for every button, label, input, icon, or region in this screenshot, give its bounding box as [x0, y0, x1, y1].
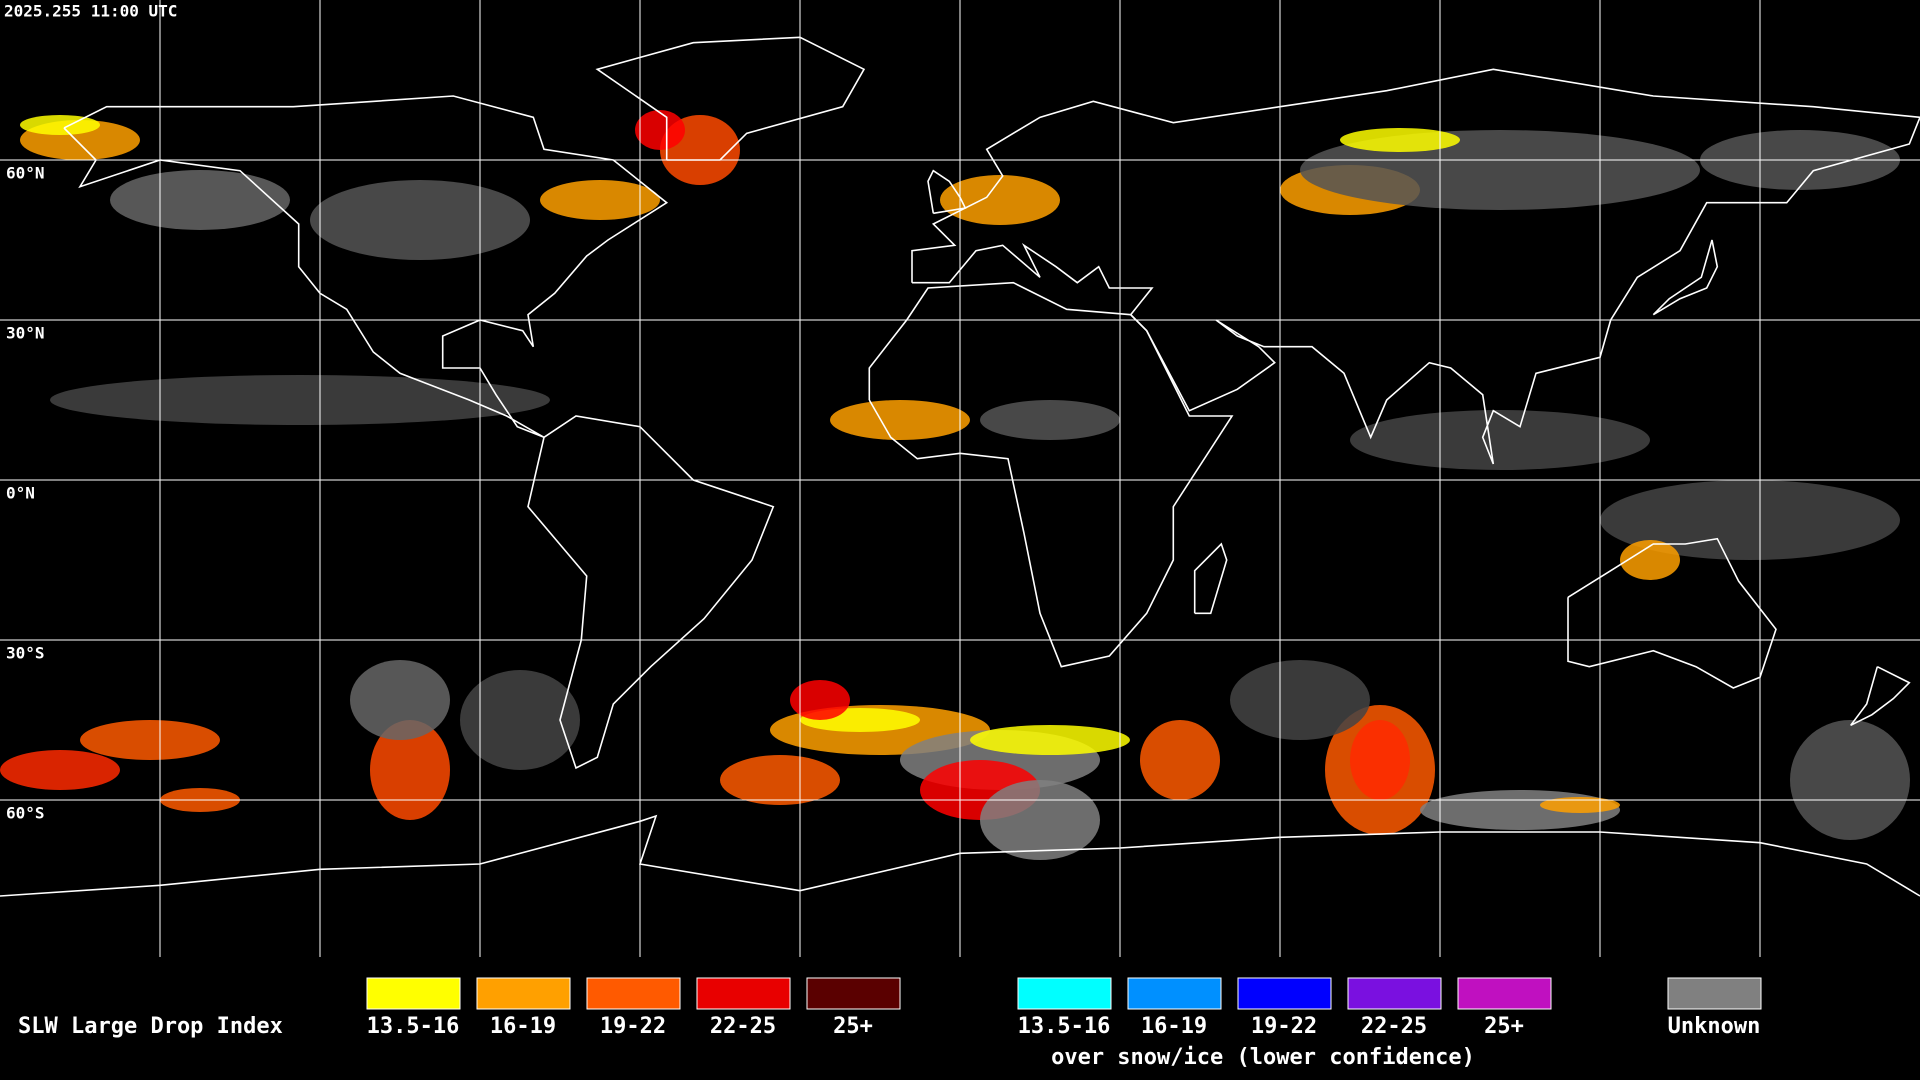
cloud-patch	[1340, 128, 1460, 152]
legend-swatch	[1457, 977, 1552, 1010]
cloud-patch	[1540, 797, 1620, 813]
cloud-patch	[20, 115, 100, 135]
legend-label: 16-19	[490, 1014, 556, 1039]
legend-swatch	[1017, 977, 1112, 1010]
legend-swatch	[1127, 977, 1222, 1010]
cloud-patch	[350, 660, 450, 740]
latitude-label: 60°S	[6, 804, 45, 823]
legend-swatch	[1347, 977, 1442, 1010]
cloud-patch	[50, 375, 550, 425]
coastline	[927, 169, 967, 215]
cloud-patch	[1790, 720, 1910, 840]
legend-label: 25+	[833, 1014, 873, 1039]
legend-label: 22-25	[710, 1014, 776, 1039]
cloud-patch	[370, 720, 450, 820]
coastline	[868, 281, 1234, 668]
latitude-label: 30°N	[6, 324, 45, 343]
coastline	[527, 415, 775, 770]
legend: SLW Large Drop Index over snow/ice (lowe…	[18, 977, 1762, 1070]
cloud-patch	[635, 110, 685, 150]
legend-swatch	[696, 977, 791, 1010]
cloud-patch	[970, 725, 1130, 755]
cloud-patch	[980, 400, 1120, 440]
coastline	[1193, 542, 1228, 615]
timestamp: 2025.255 11:00 UTC	[4, 2, 177, 21]
cloud-patch	[80, 720, 220, 760]
cloud-patch	[830, 400, 970, 440]
legend-swatch	[476, 977, 571, 1010]
cloud-patch	[1140, 720, 1220, 800]
legend-swatch	[1667, 977, 1762, 1010]
legend-swatch	[366, 977, 461, 1010]
coastlines	[0, 36, 1920, 897]
legend-swatch	[806, 977, 901, 1010]
cloud-patch	[310, 180, 530, 260]
cloud-patch	[110, 170, 290, 230]
cloud-patch	[1230, 660, 1370, 740]
legend-label: Unknown	[1668, 1014, 1761, 1039]
cloud-layer	[0, 110, 1910, 860]
legend-label: 19-22	[1251, 1014, 1317, 1039]
legend-label: 13.5-16	[367, 1014, 460, 1039]
cloud-patch	[460, 670, 580, 770]
latitude-label: 30°S	[6, 644, 45, 663]
cloud-patch	[1350, 410, 1650, 470]
coastline	[1850, 665, 1911, 727]
coastline	[0, 814, 1920, 897]
legend-label: 19-22	[600, 1014, 666, 1039]
coastline	[911, 68, 1920, 465]
cloud-patch	[980, 780, 1100, 860]
graticule	[0, 0, 1920, 957]
coastline	[595, 36, 866, 161]
cloud-patch	[940, 175, 1060, 225]
legend-label: 13.5-16	[1018, 1014, 1111, 1039]
cloud-patch	[1350, 720, 1410, 800]
legend-label: 25+	[1484, 1014, 1524, 1039]
cloud-patch	[540, 180, 660, 220]
coastline	[1652, 239, 1719, 316]
coastline	[63, 95, 669, 439]
cloud-patch	[720, 755, 840, 805]
legend-label: 22-25	[1361, 1014, 1427, 1039]
legend-title: SLW Large Drop Index	[18, 1014, 283, 1039]
legend-swatch	[1237, 977, 1332, 1010]
legend-label: 16-19	[1141, 1014, 1207, 1039]
snow-ice-note: over snow/ice (lower confidence)	[1051, 1045, 1475, 1070]
cloud-patch	[1600, 480, 1900, 560]
cloud-patch	[0, 750, 120, 790]
latitude-label: 0°N	[6, 484, 35, 503]
legend-swatch	[586, 977, 681, 1010]
cloud-patch	[1620, 540, 1680, 580]
latitude-label: 60°N	[6, 164, 45, 183]
cloud-patch	[790, 680, 850, 720]
